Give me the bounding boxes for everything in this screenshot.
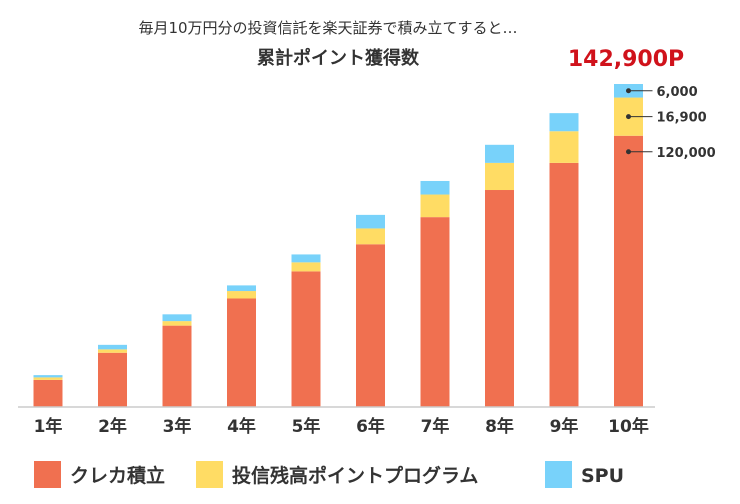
bar-spu-1 [33, 375, 63, 378]
bar-credit-2 [98, 352, 127, 407]
chart-subtitle: 毎月10万円分の投資信託を楽天証券で積み立てすると… [138, 19, 517, 37]
bar-spu-8 [485, 144, 514, 163]
legend-label-fund: 投信残高ポイントプログラム [232, 464, 478, 487]
bar-spu-2 [98, 344, 127, 350]
bar-spu-5 [291, 254, 321, 263]
bar-credit-6 [356, 244, 385, 407]
bar-credit-9 [549, 162, 579, 407]
x-tick-label: 1年 [34, 416, 63, 437]
chart-title: 累計ポイント獲得数 [257, 47, 420, 69]
bar-fund-4 [227, 291, 256, 299]
bar-fund-1 [33, 377, 63, 380]
x-tick-label: 6年 [356, 416, 385, 437]
bar-credit-7 [420, 217, 450, 407]
x-tick-label: 4年 [227, 416, 256, 437]
bar-spu-9 [549, 113, 579, 132]
bar-fund-2 [98, 349, 127, 353]
bar-fund-6 [356, 228, 385, 245]
legend-swatch-fund [196, 461, 223, 488]
x-tick-label: 8年 [485, 416, 514, 437]
bars-group [33, 84, 643, 408]
bar-fund-3 [162, 321, 192, 326]
legend-label-credit: クレカ積立 [70, 464, 165, 487]
bar-fund-9 [549, 131, 579, 163]
bar-fund-8 [485, 162, 514, 191]
bar-spu-3 [162, 314, 192, 322]
x-tick-label: 2年 [98, 416, 127, 437]
x-tick-label: 7年 [421, 416, 450, 437]
legend-label-spu: SPU [581, 465, 624, 487]
x-tick-label: 5年 [292, 416, 321, 437]
x-tick-label: 9年 [550, 416, 579, 437]
total-points-label: 142,900P [568, 47, 684, 72]
annotation-label: 16,900 [657, 111, 707, 126]
legend: クレカ積立 投信残高ポイントプログラム SPU [34, 461, 624, 488]
bar-spu-4 [227, 285, 256, 292]
bar-spu-6 [356, 214, 385, 229]
bar-credit-8 [485, 190, 514, 407]
x-tick-label: 3年 [163, 416, 192, 437]
annotations-group: 6,000 16,900 120,000 [626, 85, 716, 161]
bar-fund-5 [291, 262, 321, 272]
bar-credit-10 [614, 135, 643, 408]
legend-swatch-credit [34, 461, 61, 488]
x-tick-labels: 1年 2年 3年 4年 5年 6年 7年 8年 9年 10年 [34, 416, 649, 437]
bar-credit-1 [33, 379, 63, 407]
bar-credit-3 [162, 325, 192, 407]
annotation-label: 6,000 [657, 85, 698, 100]
bar-fund-7 [420, 194, 450, 218]
bar-spu-7 [420, 180, 450, 195]
x-tick-label: 10年 [608, 416, 649, 437]
annotation-label: 120,000 [657, 146, 716, 161]
bar-credit-5 [291, 271, 321, 407]
bar-credit-4 [227, 298, 256, 407]
legend-swatch-spu [545, 461, 572, 488]
